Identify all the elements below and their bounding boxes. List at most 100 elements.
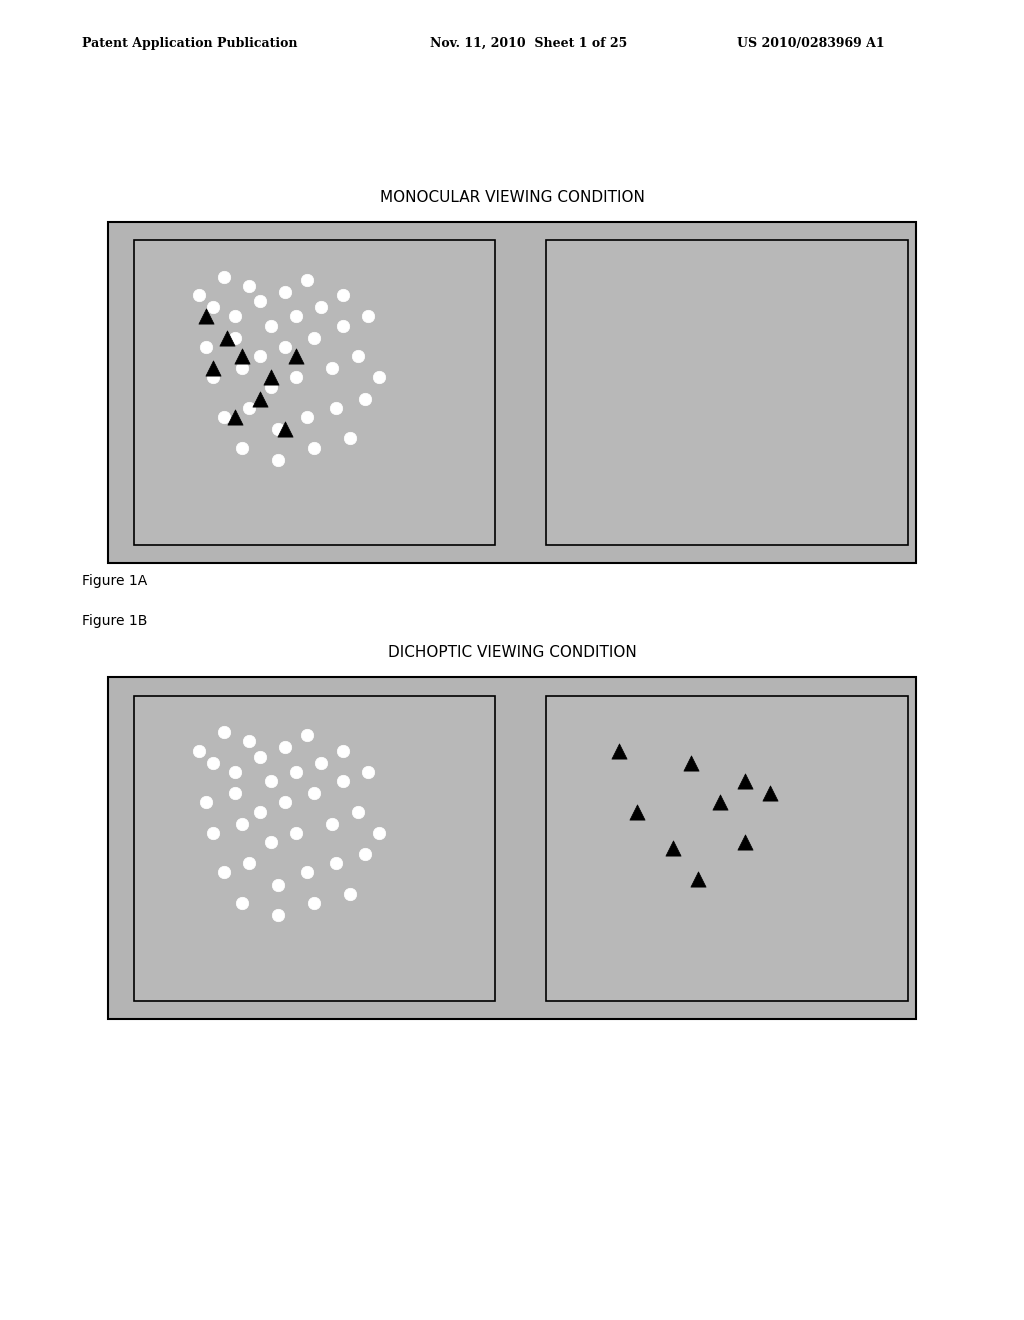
Point: [270, 418, 287, 440]
Point: [335, 285, 351, 306]
Point: [252, 346, 268, 367]
Point: [306, 327, 323, 348]
Point: [278, 418, 294, 440]
Point: [349, 801, 366, 822]
Point: [306, 892, 323, 913]
Point: [335, 741, 351, 762]
Point: [288, 762, 304, 783]
Point: [198, 306, 214, 327]
Point: [233, 346, 250, 367]
Point: [252, 290, 268, 312]
Point: [371, 367, 387, 388]
Point: [299, 269, 315, 290]
Point: [278, 337, 294, 358]
Point: [262, 367, 279, 388]
Point: [205, 358, 221, 379]
Point: [262, 376, 279, 397]
Point: [356, 843, 373, 865]
Point: [233, 892, 250, 913]
Point: [665, 838, 681, 859]
Point: [737, 832, 754, 853]
Point: [328, 853, 344, 874]
Text: DICHOPTIC VIEWING CONDITION: DICHOPTIC VIEWING CONDITION: [388, 645, 636, 660]
Point: [299, 725, 315, 746]
FancyBboxPatch shape: [547, 696, 907, 1001]
Point: [262, 832, 279, 853]
Point: [356, 388, 373, 409]
Point: [241, 397, 257, 418]
Point: [278, 737, 294, 758]
Point: [252, 746, 268, 767]
Point: [233, 437, 250, 458]
Point: [219, 327, 236, 348]
Text: Patent Application Publication: Patent Application Publication: [82, 37, 297, 50]
Point: [205, 367, 221, 388]
Point: [216, 407, 232, 428]
Point: [241, 853, 257, 874]
Point: [610, 741, 627, 762]
Point: [762, 783, 778, 804]
FancyBboxPatch shape: [547, 240, 907, 545]
Point: [241, 276, 257, 297]
Point: [288, 822, 304, 843]
Point: [328, 397, 344, 418]
Point: [226, 762, 243, 783]
Text: Figure 1A: Figure 1A: [82, 574, 147, 589]
Point: [342, 428, 358, 449]
Point: [313, 297, 330, 318]
Text: Nov. 11, 2010  Sheet 1 of 25: Nov. 11, 2010 Sheet 1 of 25: [430, 37, 628, 50]
Point: [252, 388, 268, 409]
Point: [205, 822, 221, 843]
Point: [690, 869, 707, 890]
Point: [342, 883, 358, 904]
Point: [226, 306, 243, 327]
Point: [306, 437, 323, 458]
Point: [216, 722, 232, 743]
Point: [313, 752, 330, 774]
Point: [205, 297, 221, 318]
Point: [190, 741, 207, 762]
Point: [360, 762, 377, 783]
Point: [299, 407, 315, 428]
FancyBboxPatch shape: [133, 696, 495, 1001]
Text: US 2010/0283969 A1: US 2010/0283969 A1: [737, 37, 885, 50]
Text: Figure 1B: Figure 1B: [82, 614, 147, 628]
FancyBboxPatch shape: [108, 677, 916, 1019]
Point: [288, 306, 304, 327]
Point: [737, 771, 754, 792]
Point: [262, 771, 279, 792]
Point: [360, 306, 377, 327]
FancyBboxPatch shape: [133, 240, 495, 545]
Point: [198, 792, 214, 813]
Point: [278, 281, 294, 302]
Point: [306, 783, 323, 804]
Point: [216, 862, 232, 883]
Point: [371, 822, 387, 843]
Point: [629, 801, 645, 822]
Point: [262, 315, 279, 337]
Point: [335, 771, 351, 792]
Point: [324, 813, 340, 834]
Point: [205, 752, 221, 774]
Text: MONOCULAR VIEWING CONDITION: MONOCULAR VIEWING CONDITION: [380, 190, 644, 205]
Point: [278, 792, 294, 813]
Point: [226, 327, 243, 348]
Point: [233, 358, 250, 379]
Point: [288, 346, 304, 367]
Point: [190, 285, 207, 306]
FancyBboxPatch shape: [108, 222, 916, 564]
Point: [198, 337, 214, 358]
Point: [252, 801, 268, 822]
Point: [683, 752, 699, 774]
Point: [270, 449, 287, 470]
Point: [712, 792, 728, 813]
Point: [241, 731, 257, 752]
Point: [226, 783, 243, 804]
Point: [288, 367, 304, 388]
Point: [299, 862, 315, 883]
Point: [349, 346, 366, 367]
Point: [335, 315, 351, 337]
Point: [324, 358, 340, 379]
Point: [216, 267, 232, 288]
Point: [226, 407, 243, 428]
